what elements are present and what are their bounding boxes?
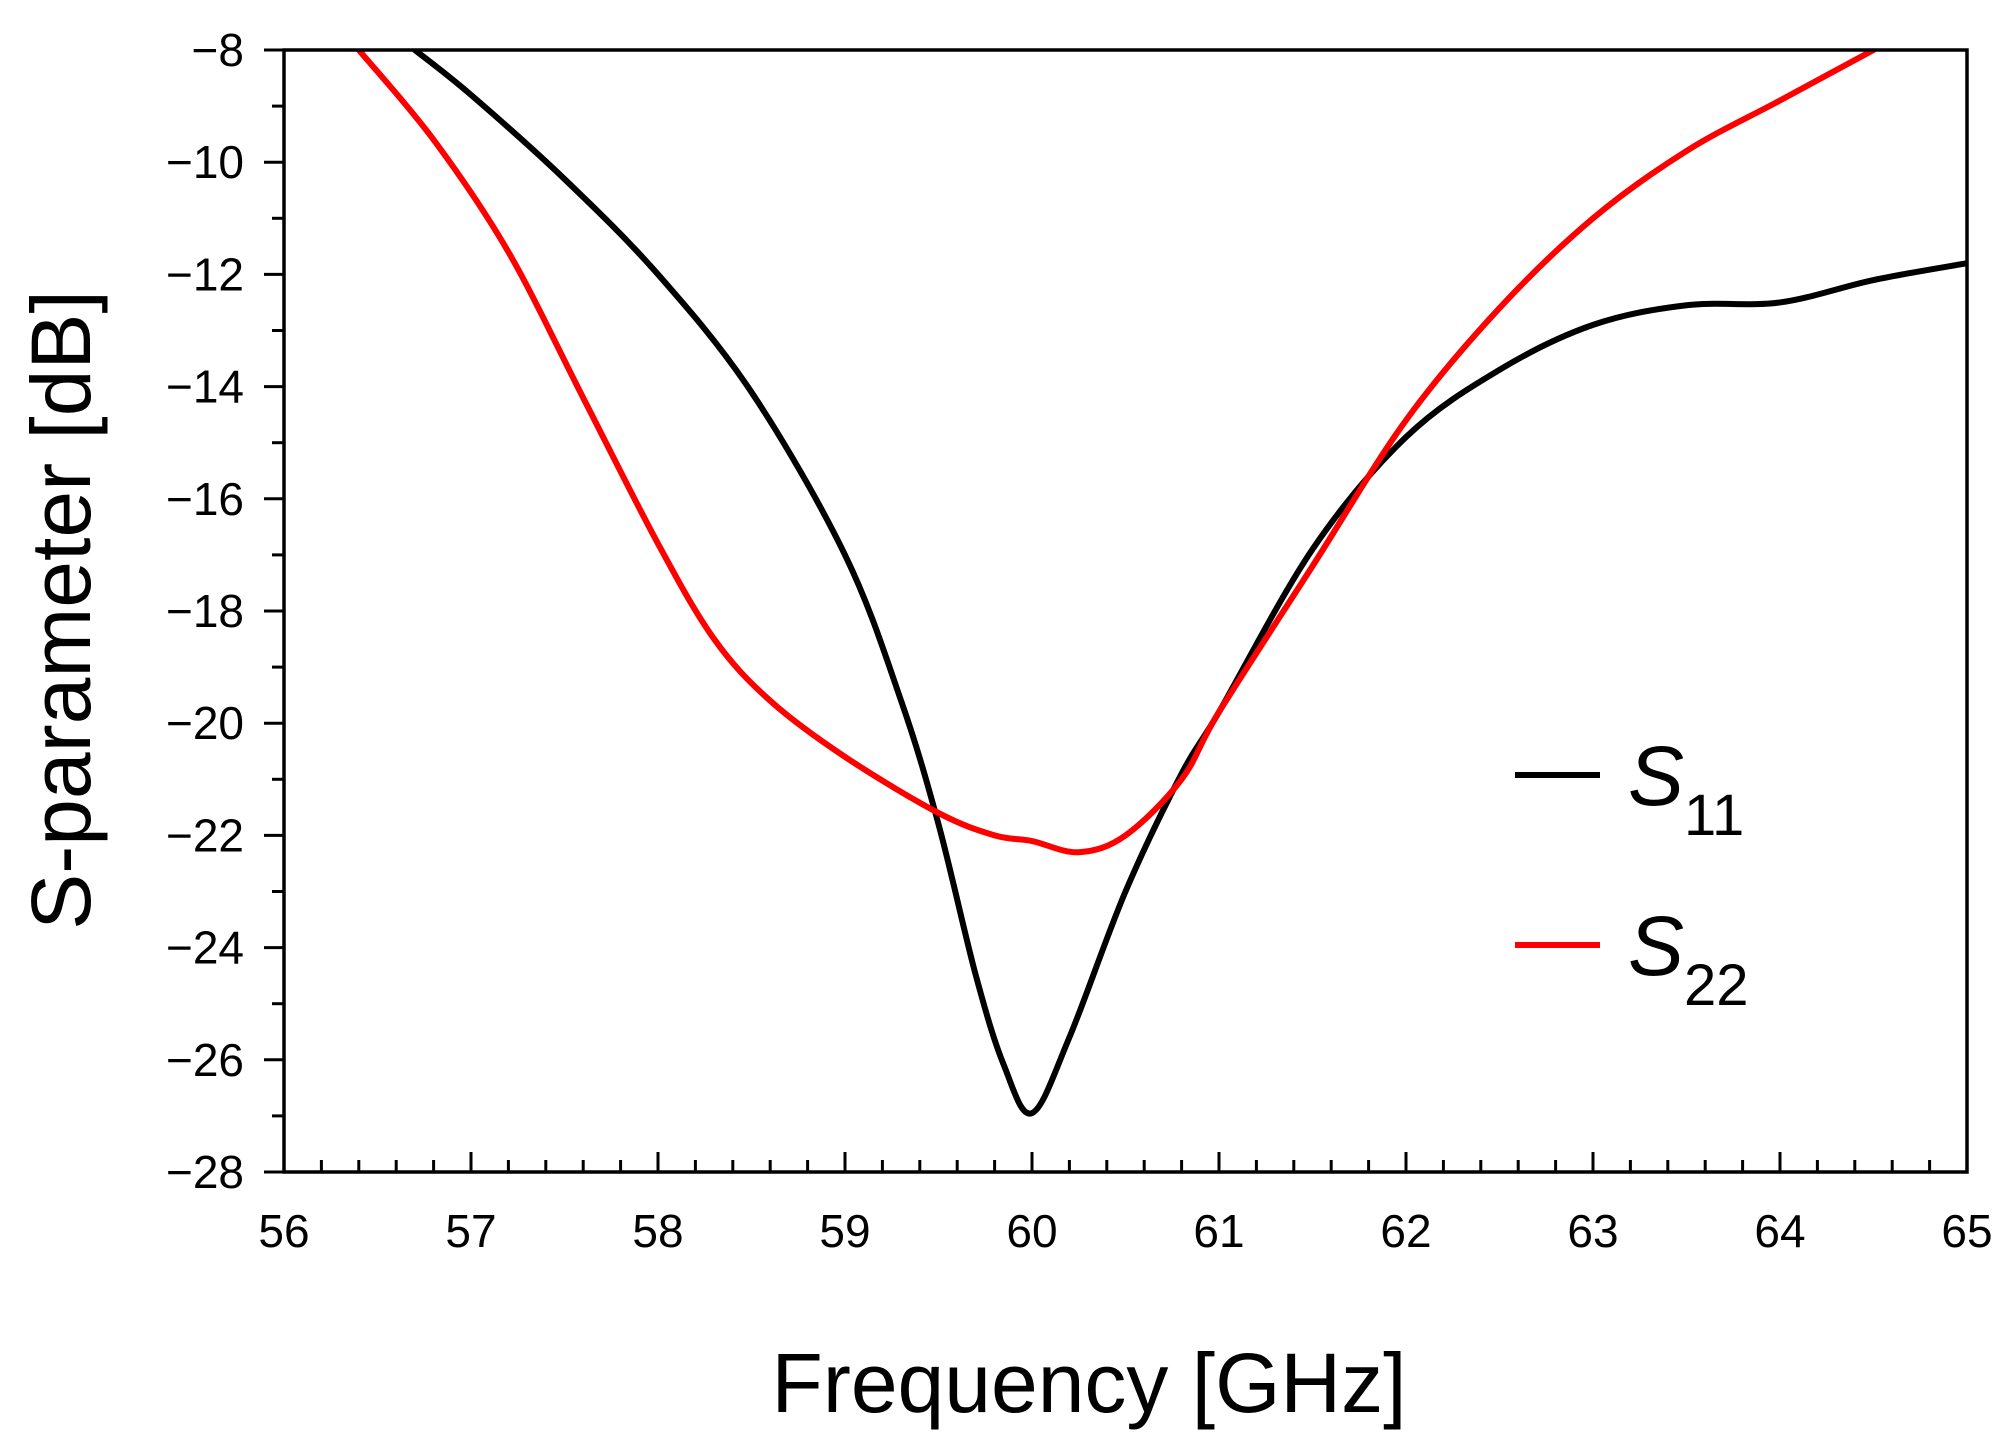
plot-series (355, 50, 1967, 1117)
y-tick-label: −12 (166, 248, 244, 300)
x-tick-label: 59 (819, 1205, 870, 1257)
series-line-s22 (355, 50, 1877, 856)
x-tick-label: 62 (1380, 1205, 1431, 1257)
y-tick-label: −22 (166, 809, 244, 861)
y-tick-label: −24 (166, 922, 244, 974)
y-tick-label: −14 (166, 361, 244, 413)
x-tick-label: 57 (445, 1205, 496, 1257)
x-tick-label: 61 (1193, 1205, 1244, 1257)
y-tick-label: −10 (166, 136, 244, 188)
y-tick-label: −18 (166, 585, 244, 637)
x-tick-label: 65 (1941, 1205, 1992, 1257)
series-line-s11 (411, 50, 1967, 1117)
x-axis-title: Frequency [GHz] (772, 1336, 1407, 1430)
plot-frame (282, 48, 1969, 1174)
x-tick-label: 56 (258, 1205, 309, 1257)
legend: S11 S22 (1515, 729, 1749, 1018)
y-tick-label: −8 (192, 24, 244, 76)
y-tick-label: −20 (166, 697, 244, 749)
legend-label-s11: S11 (1628, 729, 1744, 848)
tick-labels: 56 57 58 59 60 61 62 63 64 65 −8 −10 −12 −14 −16 −18 −20… (166, 24, 1993, 1257)
y-tick-label: −28 (166, 1146, 244, 1198)
x-tick-label: 63 (1567, 1205, 1618, 1257)
y-tick-label: −26 (166, 1034, 244, 1086)
y-tick-label: −16 (166, 473, 244, 525)
y-axis-title: S-parameter [dB] (14, 290, 108, 930)
axis-ticks (264, 48, 1969, 1174)
x-tick-label: 64 (1754, 1205, 1805, 1257)
x-tick-label: 58 (632, 1205, 683, 1257)
x-tick-label: 60 (1006, 1205, 1057, 1257)
legend-label-s22: S22 (1628, 899, 1749, 1018)
